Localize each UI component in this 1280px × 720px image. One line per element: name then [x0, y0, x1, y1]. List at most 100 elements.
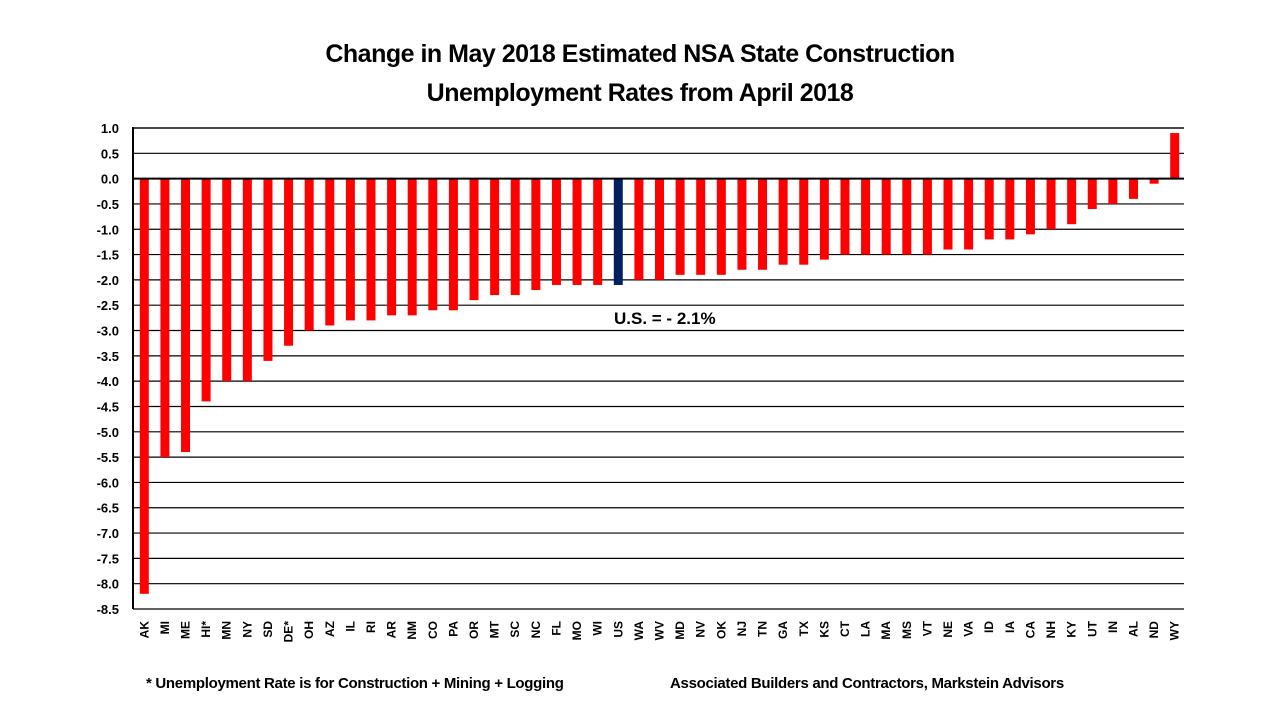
- y-tick-label: -3.0: [97, 324, 119, 339]
- x-tick-label: MD: [673, 621, 687, 640]
- bar-ca: [1025, 178, 1035, 235]
- y-tick-label: -6.5: [97, 501, 119, 516]
- bar-oh: [304, 178, 314, 331]
- x-tick-label: IL: [343, 621, 357, 632]
- bar-mt: [490, 178, 500, 296]
- bar-ia: [1005, 178, 1015, 240]
- x-tick-label: VA: [962, 621, 976, 637]
- x-tick-label: MT: [488, 620, 502, 638]
- bar-or: [469, 178, 479, 301]
- x-tick-label: WI: [591, 621, 605, 636]
- y-tick-label: -7.5: [97, 551, 119, 566]
- bar-ny: [242, 178, 252, 382]
- bar-wa: [634, 178, 644, 280]
- x-tick-label: AL: [1126, 621, 1140, 637]
- x-tick-label: IN: [1106, 621, 1120, 633]
- x-tick-label: SC: [508, 621, 522, 638]
- x-tick-label: AZ: [323, 621, 337, 637]
- x-tick-label: MA: [879, 621, 893, 640]
- y-tick-label: -6.0: [97, 475, 119, 490]
- bar-co: [428, 178, 438, 311]
- bar-va: [964, 178, 974, 250]
- bar-tx: [799, 178, 809, 265]
- x-tick-label: PA: [446, 621, 460, 637]
- bar-az: [325, 178, 335, 326]
- y-axis-tick-labels: 1.0 0.5 0.0 -0.5 -1.0 -1.5 -2.0 -2.5 -3.0 -3.5 -4.…: [97, 121, 119, 617]
- y-tick-label: -2.5: [97, 298, 119, 313]
- x-tick-label: GA: [776, 621, 790, 639]
- bar-ak: [139, 178, 149, 594]
- bar-ri: [366, 178, 376, 321]
- bar-wi: [593, 178, 603, 285]
- bar-id: [984, 178, 994, 240]
- x-tick-label: WY: [1168, 621, 1182, 640]
- bar-il: [345, 178, 355, 321]
- x-tick-label: WA: [632, 621, 646, 641]
- x-tick-label: OK: [714, 621, 728, 639]
- bar-vt: [922, 178, 932, 255]
- bar-ct: [840, 178, 850, 255]
- footnote-left: * Unemployment Rate is for Construction …: [146, 675, 564, 692]
- bar-nc: [531, 178, 541, 291]
- bar-fl: [551, 178, 561, 285]
- bar-me: [181, 178, 191, 453]
- y-tick-label: -1.5: [97, 248, 119, 263]
- x-tick-label: KS: [817, 621, 831, 638]
- bar-ar: [387, 178, 397, 316]
- bar-tn: [758, 178, 768, 270]
- x-axis-tick-labels: AK MI ME HI* MN NY SD DE* OH AZ IL RI AR NM CO PA OR MT SC…: [137, 620, 1181, 642]
- x-tick-label: IA: [1003, 621, 1017, 633]
- x-tick-label: OH: [302, 621, 316, 639]
- y-tick-label: -5.0: [97, 425, 119, 440]
- x-tick-label: CT: [838, 620, 852, 637]
- y-tick-label: -5.5: [97, 450, 119, 465]
- x-tick-label: CA: [1023, 621, 1037, 639]
- x-tick-label: NV: [694, 621, 708, 638]
- bar-wy: [1170, 133, 1180, 179]
- bar-mo: [572, 178, 582, 285]
- bar-ut: [1087, 178, 1097, 210]
- chart-title-line-2: Unemployment Rates from April 2018: [426, 79, 854, 107]
- x-tick-label: US: [611, 621, 625, 638]
- x-tick-label: VT: [920, 620, 934, 636]
- x-tick-label: MN: [220, 621, 234, 640]
- x-tick-label: NE: [941, 621, 955, 638]
- x-tick-label: SD: [261, 621, 275, 638]
- x-tick-label: NM: [405, 621, 419, 640]
- bar-md: [675, 178, 685, 275]
- y-tick-label: -4.0: [97, 374, 119, 389]
- bar-in: [1108, 178, 1118, 204]
- x-tick-label: LA: [859, 621, 873, 637]
- x-tick-label: CO: [426, 621, 440, 639]
- bar-hi: [201, 178, 211, 402]
- y-tick-label: 1.0: [101, 121, 119, 136]
- bar-ok: [716, 178, 726, 275]
- y-tick-label: -1.0: [97, 222, 119, 237]
- y-tick-label: -2.0: [97, 273, 119, 288]
- x-tick-label: MS: [900, 621, 914, 639]
- bar-ms: [902, 178, 912, 255]
- x-tick-label: AK: [137, 621, 151, 639]
- bar-wv: [655, 178, 664, 280]
- x-tick-label: ME: [179, 621, 193, 639]
- x-tick-label: TX: [797, 621, 811, 636]
- chart-title-line-1: Change in May 2018 Estimated NSA State C…: [325, 40, 955, 68]
- y-tick-label: -3.5: [97, 349, 119, 364]
- x-tick-label: FL: [549, 621, 563, 636]
- bar-al: [1128, 178, 1138, 199]
- bar-de: [284, 178, 294, 346]
- y-tick-label: 0.5: [101, 146, 119, 161]
- bar-ne: [943, 178, 953, 250]
- bar-mn: [222, 178, 232, 382]
- bar-nj: [737, 178, 747, 270]
- bar-nv: [696, 178, 706, 275]
- bar-sc: [510, 178, 520, 296]
- y-tick-label: 0.0: [101, 172, 119, 187]
- bar-nm: [407, 178, 417, 316]
- axes: [132, 127, 1184, 610]
- x-tick-label: NJ: [735, 621, 749, 636]
- us-annotation: U.S. = - 2.1%: [614, 309, 716, 328]
- bar-ma: [881, 178, 891, 255]
- x-tick-label: ID: [982, 621, 996, 633]
